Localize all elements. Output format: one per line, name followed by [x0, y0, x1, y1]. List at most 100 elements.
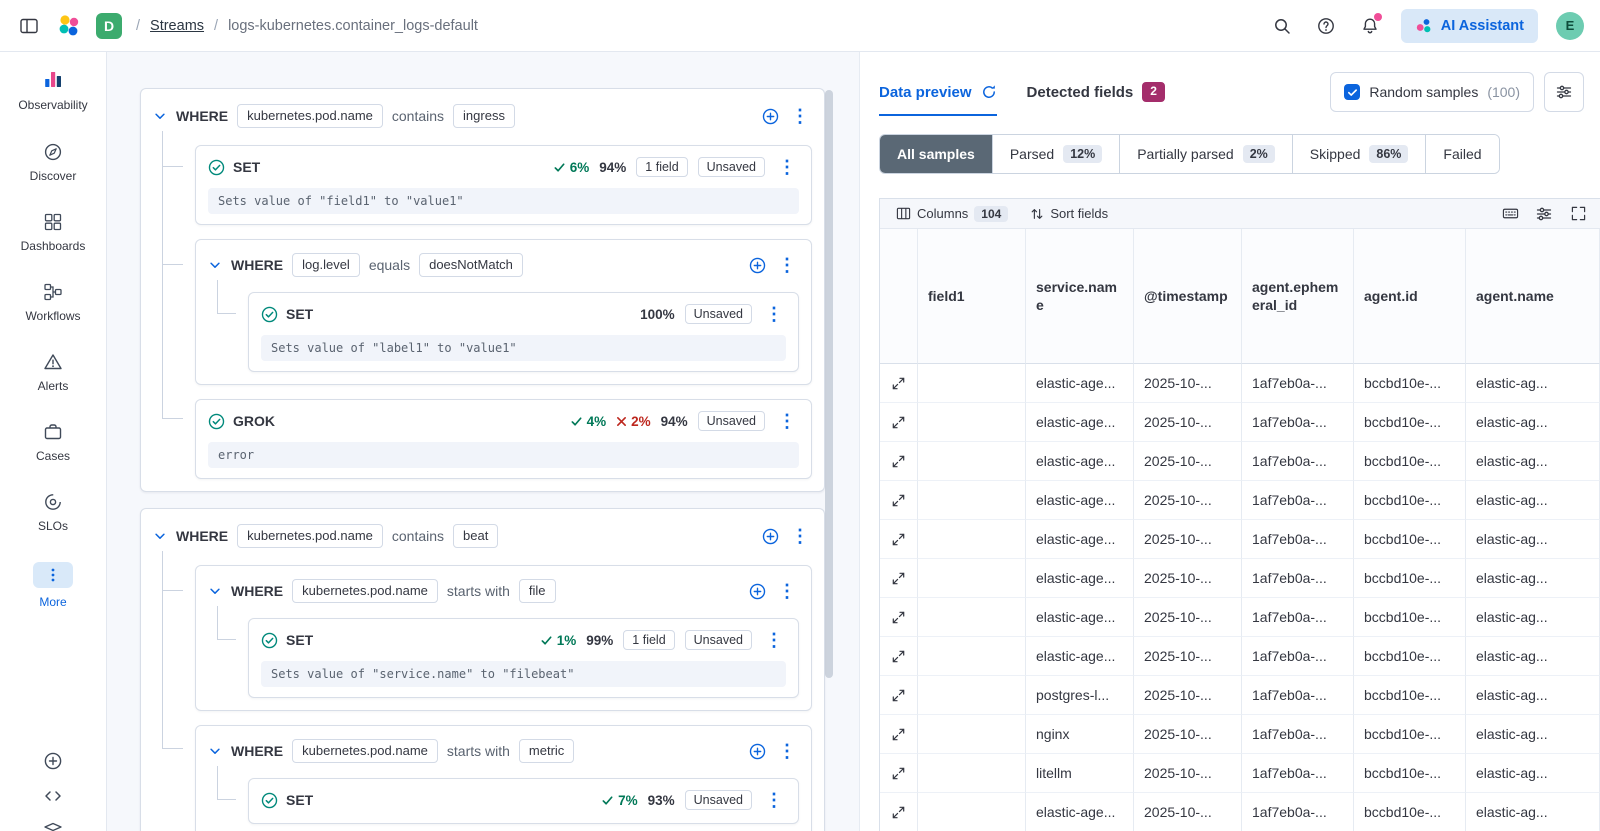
sidebar-item-more[interactable]: More — [33, 562, 73, 609]
sidebar-item-workflows[interactable]: Workflows — [25, 282, 81, 323]
processor-grok[interactable]: GROK 4% 2% 94% Unsaved ⋮ error — [195, 399, 812, 479]
ai-assistant-button[interactable]: AI Assistant — [1400, 8, 1538, 43]
field-chip[interactable]: kubernetes.pod.name — [237, 104, 383, 128]
expand-row-icon[interactable] — [888, 606, 910, 628]
notifications-icon[interactable] — [1357, 12, 1383, 39]
keyboard-icon[interactable] — [1496, 202, 1524, 226]
filter-failed[interactable]: Failed — [1426, 135, 1499, 173]
add-step-icon[interactable] — [749, 583, 766, 600]
menu-icon[interactable]: ⋮ — [775, 158, 799, 176]
filter-parsed[interactable]: Parsed 12% — [992, 135, 1121, 173]
menu-icon[interactable]: ⋮ — [775, 256, 799, 274]
expand-row-icon[interactable] — [888, 372, 910, 394]
expand-row-icon[interactable] — [888, 567, 910, 589]
vertical-scrollbar[interactable] — [825, 90, 833, 678]
cell-agent-ephemeral-id: 1af7eb0a-... — [1242, 676, 1354, 715]
add-step-icon[interactable] — [762, 528, 779, 545]
cell-agent-ephemeral-id: 1af7eb0a-... — [1242, 754, 1354, 793]
expand-row-icon[interactable] — [888, 684, 910, 706]
expand-row-icon[interactable] — [888, 645, 910, 667]
field-chip[interactable]: kubernetes.pod.name — [237, 524, 383, 548]
nav-menu-icon[interactable] — [16, 13, 42, 39]
random-samples-checkbox[interactable] — [1344, 84, 1361, 100]
expand-row-icon[interactable] — [888, 528, 910, 550]
refresh-icon[interactable] — [981, 84, 997, 100]
processor-set[interactable]: SET 7% 93% Unsaved ⋮ — [248, 778, 799, 824]
menu-icon[interactable]: ⋮ — [762, 631, 786, 649]
value-chip[interactable]: metric — [518, 739, 575, 763]
search-icon[interactable] — [1269, 13, 1295, 39]
field-chip[interactable]: kubernetes.pod.name — [292, 579, 438, 603]
chevron-down-icon[interactable] — [208, 258, 222, 272]
breadcrumb-streams[interactable]: Streams — [150, 17, 205, 34]
filters-icon[interactable] — [1544, 72, 1584, 112]
header-field1[interactable]: field1 — [918, 229, 1026, 364]
expand-row-icon[interactable] — [888, 450, 910, 472]
total-rate: 93% — [647, 792, 675, 808]
field-chip[interactable]: log.level — [292, 253, 360, 277]
menu-icon[interactable]: ⋮ — [762, 791, 786, 809]
filter-partially-parsed[interactable]: Partially parsed 2% — [1120, 135, 1293, 173]
tab-data-preview[interactable]: Data preview — [879, 68, 997, 116]
fullscreen-icon[interactable] — [1564, 202, 1592, 226]
value-chip[interactable]: beat — [453, 524, 499, 548]
menu-icon[interactable]: ⋮ — [775, 412, 799, 430]
field-chip[interactable]: kubernetes.pod.name — [292, 739, 438, 763]
sidebar-item-dashboards[interactable]: Dashboards — [21, 212, 85, 253]
expand-row-icon[interactable] — [888, 723, 910, 745]
value-chip[interactable]: doesNotMatch — [419, 253, 523, 277]
value-chip[interactable]: ingress — [453, 104, 515, 128]
expand-row-icon[interactable] — [888, 801, 910, 823]
expand-row-icon[interactable] — [888, 489, 910, 511]
value-chip[interactable]: file — [518, 579, 556, 603]
elastic-logo[interactable] — [56, 13, 82, 39]
check-circle-icon — [208, 159, 225, 176]
space-badge[interactable]: D — [96, 12, 122, 39]
menu-icon[interactable]: ⋮ — [775, 742, 799, 760]
where-block-beat: WHERE kubernetes.pod.name contains beat … — [140, 508, 825, 831]
sidebar-item-alerts[interactable]: Alerts — [38, 352, 68, 393]
cell-field1 — [918, 403, 1026, 442]
expand-row-icon[interactable] — [888, 411, 910, 433]
tab-detected-fields[interactable]: Detected fields 2 — [1027, 68, 1165, 116]
menu-icon[interactable]: ⋮ — [775, 582, 799, 600]
sidebar-item-cases[interactable]: Cases — [36, 422, 70, 463]
chevron-down-icon[interactable] — [153, 109, 167, 123]
filter-skipped[interactable]: Skipped 86% — [1292, 135, 1427, 173]
expand-row-icon[interactable] — [888, 762, 910, 784]
add-step-icon[interactable] — [749, 743, 766, 760]
menu-icon[interactable]: ⋮ — [788, 527, 812, 545]
help-icon[interactable] — [1313, 13, 1339, 39]
filter-all-samples[interactable]: All samples — [880, 135, 993, 173]
add-step-icon[interactable] — [749, 257, 766, 274]
header-agent-name[interactable]: agent.name — [1466, 229, 1600, 364]
field-count-badge: 1 field — [636, 157, 688, 177]
processor-set[interactable]: SET 6% 94% 1 field Unsaved ⋮ Sets value … — [195, 145, 812, 225]
chevron-down-icon[interactable] — [153, 529, 167, 543]
header-service-name[interactable]: service.name — [1026, 229, 1134, 364]
chevron-down-icon[interactable] — [208, 744, 222, 758]
sidebar-solution-observability[interactable]: Observability — [18, 68, 88, 112]
grid-settings-icon[interactable] — [1530, 202, 1558, 226]
processor-set[interactable]: SET 100% Unsaved ⋮ Sets value of "label1… — [248, 292, 799, 372]
stack-icon[interactable] — [43, 821, 63, 831]
header-agent-id[interactable]: agent.id — [1354, 229, 1466, 364]
add-icon[interactable] — [43, 751, 63, 771]
header-agent-ephemeral-id[interactable]: agent.ephemeral_id — [1242, 229, 1354, 364]
menu-icon[interactable]: ⋮ — [788, 107, 812, 125]
cell-field1 — [918, 481, 1026, 520]
header-timestamp[interactable]: @timestamp — [1134, 229, 1242, 364]
add-step-icon[interactable] — [762, 108, 779, 125]
columns-button[interactable]: Columns 104 — [888, 202, 1016, 226]
code-icon[interactable] — [43, 786, 63, 806]
processor-description: Sets value of "field1" to "value1" — [208, 188, 799, 214]
random-samples-control[interactable]: Random samples (100) — [1330, 72, 1534, 112]
cell-agent-id: bccbd10e-... — [1354, 754, 1466, 793]
sidebar-item-discover[interactable]: Discover — [30, 142, 76, 183]
chevron-down-icon[interactable] — [208, 584, 222, 598]
processor-set[interactable]: SET 1% 99% 1 field Unsaved ⋮ Sets value … — [248, 618, 799, 698]
sidebar-item-slos[interactable]: SLOs — [38, 492, 68, 533]
sort-fields-button[interactable]: Sort fields — [1022, 202, 1116, 226]
menu-icon[interactable]: ⋮ — [762, 305, 786, 323]
user-avatar[interactable]: E — [1556, 11, 1584, 40]
